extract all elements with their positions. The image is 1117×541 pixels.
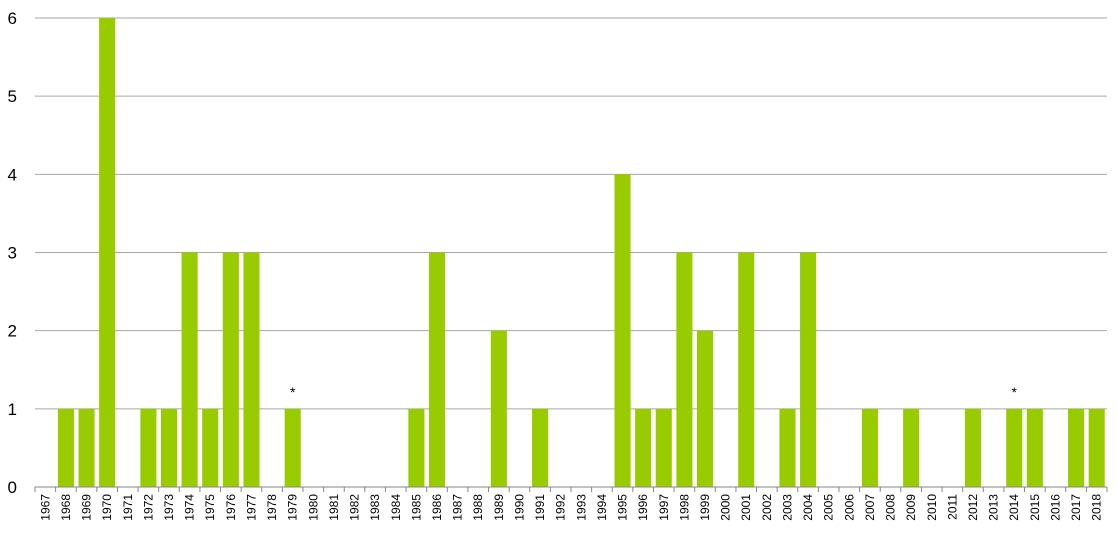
grid-lines xyxy=(35,17,1107,410)
x-tick-label: 1979 xyxy=(286,494,300,521)
bar-1976 xyxy=(222,252,239,487)
x-tick-label: 1999 xyxy=(698,494,712,521)
x-tick-label: 2016 xyxy=(1048,494,1062,521)
x-tick-label: 1970 xyxy=(100,494,114,521)
x-tick-label: 2007 xyxy=(863,494,877,521)
x-tick-label: 2009 xyxy=(904,494,918,521)
bar-1969 xyxy=(78,408,95,487)
bar-1977 xyxy=(243,252,260,487)
x-tick-label: 2008 xyxy=(884,494,898,521)
x-tick-label: 2000 xyxy=(719,494,733,521)
x-tick-label: 1992 xyxy=(554,494,568,521)
x-tick-label: 1991 xyxy=(533,494,547,521)
x-tick-label: 1977 xyxy=(244,494,258,521)
annotation-1979: * xyxy=(290,384,296,400)
bar-1974 xyxy=(181,252,198,487)
x-tick-label: 1981 xyxy=(327,494,341,521)
x-tick-label: 1987 xyxy=(451,494,465,521)
bar-1996 xyxy=(635,408,652,487)
bar-1995 xyxy=(614,174,631,488)
x-tick-label: 1967 xyxy=(38,494,52,521)
bar-1968 xyxy=(57,408,74,487)
bar-1999 xyxy=(696,330,714,487)
x-tick-label: 2018 xyxy=(1090,494,1104,521)
x-tick-label: 1969 xyxy=(80,494,94,521)
bar-2018 xyxy=(1088,408,1105,487)
bar-1970 xyxy=(99,18,116,487)
x-tick-label: 1998 xyxy=(677,494,691,521)
x-tick-label: 1997 xyxy=(657,494,671,521)
bar-2001 xyxy=(738,252,755,487)
annotations: * * xyxy=(290,384,1018,400)
x-tick-label: 1980 xyxy=(306,494,320,521)
x-tick-label: 1994 xyxy=(595,494,609,521)
x-tick-label: 1993 xyxy=(574,494,588,521)
bar-1991 xyxy=(532,408,549,487)
y-axis-ticks: 0 1 2 3 4 5 6 xyxy=(8,9,17,497)
bar-1973 xyxy=(160,408,178,487)
x-tick-label: 1984 xyxy=(389,494,403,521)
x-tick-label: 2015 xyxy=(1028,494,1042,521)
x-tick-label: 1976 xyxy=(224,494,238,521)
bar-2017 xyxy=(1068,408,1085,487)
bar-1989 xyxy=(490,330,507,487)
x-tick-label: 2012 xyxy=(966,494,980,521)
annotation-2014: * xyxy=(1012,384,1018,400)
x-tick-label: 1978 xyxy=(265,494,279,521)
x-tick-label: 1989 xyxy=(492,494,506,521)
bar-2004 xyxy=(800,252,817,487)
x-axis xyxy=(34,486,1108,492)
bar-2007 xyxy=(861,408,878,487)
y-tick-label: 3 xyxy=(8,244,17,263)
x-axis-ticks: 1967 1968 1969 1970 1971 1972 1973 1974 1975 1976… xyxy=(38,494,1103,521)
x-tick-label: 1982 xyxy=(348,494,362,521)
x-tick-label: 2010 xyxy=(925,494,939,521)
x-tick-label: 1968 xyxy=(59,494,73,521)
bar-1985 xyxy=(408,408,425,487)
x-tick-label: 1972 xyxy=(141,494,155,521)
bars xyxy=(57,18,1105,488)
x-tick-label: 1985 xyxy=(409,494,423,521)
x-tick-label: 1983 xyxy=(368,494,382,521)
x-tick-label: 2017 xyxy=(1069,494,1083,521)
y-tick-label: 5 xyxy=(8,87,17,106)
x-tick-label: 1973 xyxy=(162,494,176,521)
bar-2012 xyxy=(964,408,982,487)
x-tick-label: 2014 xyxy=(1007,494,1021,521)
x-tick-label: 2005 xyxy=(822,494,836,521)
x-tick-label: 2002 xyxy=(760,494,774,521)
y-tick-label: 6 xyxy=(8,9,17,28)
x-tick-label: 2001 xyxy=(739,494,753,521)
x-tick-label: 2013 xyxy=(987,494,1001,521)
x-tick-label: 1986 xyxy=(430,494,444,521)
y-tick-label: 0 xyxy=(8,478,17,497)
x-tick-label: 1996 xyxy=(636,494,650,521)
x-tick-label: 2011 xyxy=(945,494,959,520)
x-tick-label: 1971 xyxy=(121,494,135,521)
bar-2015 xyxy=(1026,408,1043,487)
x-tick-label: 2004 xyxy=(801,494,815,521)
bar-1997 xyxy=(655,408,672,487)
bar-1975 xyxy=(202,408,219,487)
y-tick-label: 4 xyxy=(8,165,17,184)
bar-2009 xyxy=(903,408,920,487)
x-tick-label: 1990 xyxy=(512,494,526,521)
y-tick-label: 2 xyxy=(8,322,17,341)
x-tick-label: 1995 xyxy=(616,494,630,521)
x-tick-label: 1988 xyxy=(471,494,485,521)
bar-1998 xyxy=(676,252,693,487)
y-tick-label: 1 xyxy=(8,400,17,419)
bar-1972 xyxy=(140,408,157,487)
bar-1986 xyxy=(428,252,446,487)
bar-1979 xyxy=(284,408,301,487)
x-tick-label: 1974 xyxy=(183,494,197,521)
x-tick-label: 1975 xyxy=(203,494,217,521)
x-tick-label: 2003 xyxy=(780,494,794,521)
x-tick-label: 2006 xyxy=(842,494,856,521)
bar-2003 xyxy=(779,408,796,487)
bar-2014 xyxy=(1006,408,1023,487)
